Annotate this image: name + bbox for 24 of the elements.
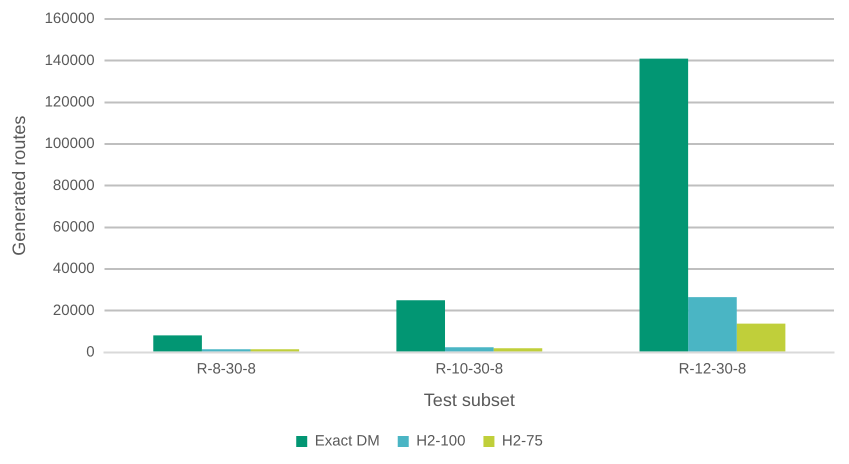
y-tick-label: 20000	[52, 302, 95, 319]
y-tick-label: 140000	[44, 52, 95, 69]
y-tick-label: 160000	[44, 10, 95, 28]
bar	[494, 348, 542, 352]
x-tick-label: R-12-30-8	[678, 360, 746, 378]
y-tick-label: 60000	[52, 218, 95, 236]
bar	[445, 347, 494, 352]
y-tick-label: 0	[86, 344, 95, 361]
bar	[736, 324, 786, 352]
legend-label: H2-75	[502, 432, 543, 450]
legend-label: Exact DM	[314, 432, 380, 450]
legend-label: H2-100	[416, 432, 466, 450]
y-tick-label: 120000	[44, 93, 95, 110]
y-tick-label: 100000	[44, 135, 95, 152]
bar	[396, 300, 446, 352]
y-axis-title: Generated routes	[8, 116, 29, 256]
x-tick-label: R-10-30-8	[436, 360, 504, 378]
x-axis-title: Test subset	[424, 390, 515, 410]
bar	[153, 335, 202, 352]
x-tick-label: R-8-30-8	[196, 360, 256, 378]
bar	[640, 58, 688, 352]
y-tick-label: 40000	[52, 260, 95, 278]
bar	[688, 297, 737, 352]
y-tick-label: 80000	[52, 176, 95, 194]
